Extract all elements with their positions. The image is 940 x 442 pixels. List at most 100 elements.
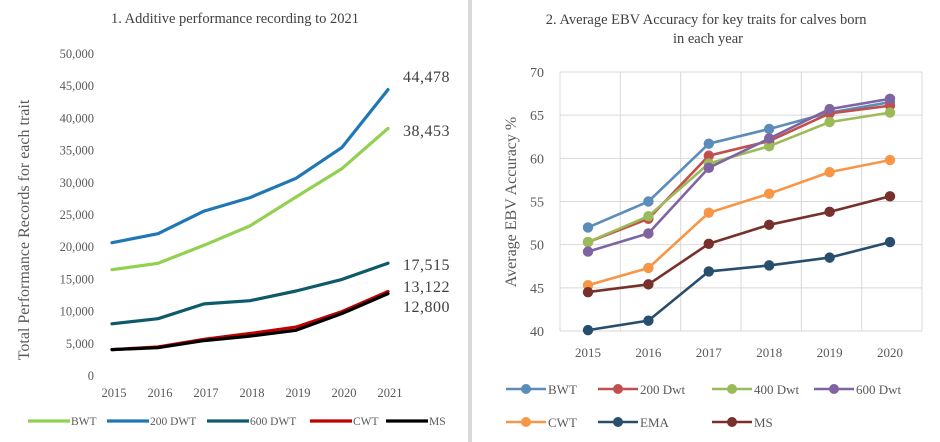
- chart1-ytick-label: 40,000: [60, 111, 94, 125]
- chart1-legend-label: BWT: [71, 416, 97, 428]
- chart2-line-ema: [587, 240, 891, 332]
- chart2-legend-swatch-marker: [521, 417, 531, 427]
- chart2-legend-swatch-marker: [613, 384, 623, 394]
- chart1-ytick-label: 0: [88, 369, 94, 383]
- chart2-line-cwt: [587, 158, 891, 287]
- chart2-title: 2. Average EBV Accuracy for key traits f…: [546, 12, 870, 47]
- chart2-point-cwt: [703, 207, 714, 218]
- chart2-series-400-dwt: [582, 107, 896, 248]
- chart2-line-400-dwt: [587, 111, 891, 244]
- chart2-xtick-label: 2016: [635, 345, 662, 360]
- chart2-legend-item-bwt: BWT: [506, 382, 577, 397]
- chart1-xtick-label: 2021: [378, 386, 403, 400]
- chart2-point-ms: [582, 286, 594, 298]
- chart2-legend-item-cwt: CWT: [506, 415, 577, 430]
- chart1-legend-item-600-dwt: 600 DWT: [207, 416, 296, 428]
- chart1-legend-item-ms: MS: [386, 416, 446, 428]
- chart2-point-600-dwt: [582, 246, 594, 257]
- chart2-point-400-dwt: [824, 116, 835, 128]
- chart2-line-600-dwt: [587, 97, 891, 253]
- chart1-annotation: 13,122: [403, 279, 450, 296]
- chart2-legend-label: 200 Dwt: [640, 382, 686, 397]
- chart2-point-200-dwt: [703, 150, 714, 161]
- chart2-legend-item-ms: MS: [712, 415, 773, 430]
- chart1-ytick-label: 20,000: [60, 240, 94, 254]
- chart1-annotation: 12,800: [403, 299, 450, 316]
- chart2-point-cwt: [824, 166, 835, 178]
- chart2-xtick-label: 2019: [817, 345, 843, 360]
- chart2-legend-label: EMA: [640, 415, 670, 430]
- chart2-legend-swatch-marker: [829, 384, 839, 394]
- chart2-series-ms: [582, 191, 896, 298]
- chart2-legend-swatch-marker: [727, 417, 737, 427]
- chart2-legend-swatch-marker: [613, 417, 623, 427]
- chart2-point-ema: [582, 324, 594, 336]
- chart1-legend-item-cwt: CWT: [310, 416, 379, 428]
- chart2-series-bwt: [582, 97, 896, 233]
- panel-divider: [468, 0, 472, 442]
- chart1-legend-label: MS: [429, 416, 446, 428]
- chart2-point-400-dwt: [884, 107, 896, 118]
- chart1-legend-label: CWT: [353, 416, 379, 428]
- chart1-ytick-label: 50,000: [60, 47, 94, 61]
- chart1-xtick-label: 2016: [148, 386, 173, 400]
- chart-ebv-accuracy: 2. Average EBV Accuracy for key traits f…: [503, 12, 923, 430]
- chart2-legend-label: 600 Dwt: [856, 382, 902, 397]
- chart2-point-400-dwt: [582, 236, 594, 248]
- chart2-legend-label: CWT: [548, 415, 577, 430]
- chart2-point-ms: [764, 219, 775, 231]
- chart2-legend-label: BWT: [548, 382, 577, 397]
- chart2-line-ms: [587, 195, 891, 294]
- chart2-legend-swatch-marker: [521, 384, 531, 394]
- chart2-ytick-label: 50: [530, 239, 544, 254]
- chart2-series-ema: [582, 236, 896, 336]
- chart2-point-600-dwt: [643, 228, 654, 239]
- chart1-xtick-label: 2015: [102, 386, 127, 400]
- chart1-legend-label: 200 DWT: [150, 416, 196, 428]
- chart1-xtick-label: 2018: [240, 386, 265, 400]
- chart2-point-600-dwt: [884, 93, 896, 104]
- chart1-series-bwt: [110, 126, 390, 272]
- chart2-point-ms: [884, 191, 896, 202]
- chart1-ytick-label: 10,000: [60, 305, 94, 319]
- chart1-annotation: 38,453: [403, 123, 450, 140]
- chart1-ytick-label: 45,000: [60, 79, 94, 93]
- chart1-series-200-dwt: [110, 87, 390, 245]
- chart1-xtick-label: 2017: [194, 386, 219, 400]
- chart2-ytick-label: 55: [530, 196, 544, 211]
- chart1-ytick-label: 25,000: [60, 208, 94, 222]
- chart2-ylabel: Average EBV Accuracy %: [503, 117, 520, 287]
- chart1-annotation: 17,515: [403, 257, 450, 274]
- chart2-point-ms: [643, 279, 654, 290]
- chart2-point-cwt: [884, 154, 896, 166]
- chart2-point-600-dwt: [703, 162, 714, 174]
- chart2-ytick-label: 65: [530, 109, 544, 124]
- chart2-xtick-label: 2015: [575, 345, 601, 360]
- chart-additive-performance: 1. Additive performance recording to 202…: [16, 11, 450, 428]
- chart1-legend-item-bwt: BWT: [28, 416, 97, 428]
- chart2-series-cwt: [582, 154, 896, 291]
- chart2-series-600-dwt: [582, 93, 896, 257]
- chart1-xtick-label: 2020: [332, 386, 357, 400]
- chart1-annotation: 44,478: [403, 69, 450, 86]
- chart2-xtick-label: 2020: [877, 345, 903, 360]
- chart2-point-bwt: [764, 123, 775, 135]
- chart2-point-ms: [703, 238, 714, 250]
- chart2-point-ema: [703, 266, 714, 277]
- chart2-point-600-dwt: [764, 133, 775, 144]
- chart2-xtick-label: 2018: [756, 345, 782, 360]
- chart2-ytick-label: 70: [530, 66, 544, 81]
- chart2-point-ema: [824, 252, 835, 263]
- chart1-legend-label: 600 DWT: [250, 416, 296, 428]
- chart2-point-600-dwt: [824, 103, 835, 115]
- chart2-legend-item-200-dwt: 200 Dwt: [598, 382, 686, 397]
- chart2-point-cwt: [643, 262, 654, 274]
- chart2-ytick-label: 45: [530, 282, 544, 297]
- chart1-ytick-label: 5,000: [66, 337, 94, 351]
- chart2-point-ema: [884, 236, 896, 248]
- chart2-legend-item-400-dwt: 400 Dwt: [712, 382, 800, 397]
- chart2-legend-swatch-marker: [727, 384, 737, 394]
- chart1-ytick-label: 30,000: [60, 176, 94, 190]
- chart2-point-ema: [764, 260, 775, 271]
